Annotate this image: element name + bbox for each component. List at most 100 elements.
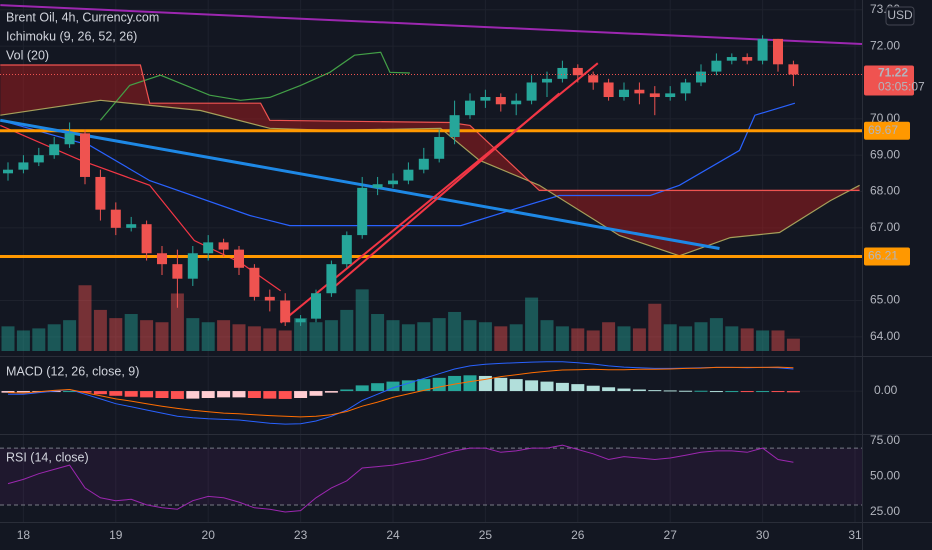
candle-body (172, 264, 183, 279)
macd-histogram-bar (602, 387, 616, 392)
volume-bar (525, 297, 539, 351)
volume-bar (124, 314, 138, 351)
volume-bar (463, 320, 477, 351)
macd-histogram-bar (417, 379, 431, 392)
macd-histogram-bar (186, 391, 200, 399)
macd-histogram-bar (63, 391, 77, 393)
macd-histogram-bar (617, 388, 631, 392)
candle-body (218, 242, 229, 250)
candle-body (33, 155, 44, 163)
volume-bar (494, 326, 508, 351)
indicator-label: Ichimoku (9, 26, 52, 26) (6, 29, 137, 43)
volume-bar (371, 314, 385, 351)
macd-histogram-bar (201, 391, 215, 398)
volume-bar (509, 324, 523, 351)
y-tick-label: 75.00 (870, 433, 900, 447)
macd-histogram-bar (494, 377, 508, 392)
candle-body (649, 93, 660, 98)
volume-bar (186, 318, 200, 351)
candle-body (311, 293, 321, 319)
y-tick-label: 64.00 (870, 329, 900, 343)
macd-histogram-bar (278, 391, 292, 399)
candle-body (634, 89, 645, 94)
macd-histogram-bar (355, 385, 369, 392)
level-label-box (864, 247, 910, 266)
volume-bar (540, 320, 554, 351)
candle-body (434, 136, 445, 159)
volume-bar (740, 328, 754, 351)
x-tick-label: 25 (479, 528, 493, 542)
macd-histogram-bar (771, 391, 785, 393)
macd-histogram-bar (324, 391, 338, 393)
x-tick-label: 19 (109, 528, 123, 542)
candle-body (465, 100, 475, 116)
candle-body (64, 133, 75, 145)
x-tick-label: 27 (664, 528, 678, 542)
candle-body (341, 235, 352, 265)
candle-body (280, 300, 291, 323)
volume-bar (786, 338, 800, 351)
candle-body (49, 144, 60, 156)
candle-body (234, 249, 244, 268)
candle-body (696, 71, 706, 83)
candle-body (187, 253, 198, 279)
macd-histogram-bar (340, 389, 354, 392)
candle-body (95, 176, 106, 210)
candle-body (157, 253, 167, 265)
candle-body (603, 82, 614, 98)
volume-bar (448, 311, 462, 351)
volume-bar (432, 318, 446, 351)
volume-bar (586, 330, 600, 351)
y-tick-label: 65.00 (870, 293, 900, 307)
volume-bar (78, 285, 92, 351)
x-tick-label: 30 (756, 528, 770, 542)
volume-bar (555, 326, 569, 351)
candle-body (80, 133, 90, 177)
candle-body (326, 264, 337, 294)
macd-histogram-bar (16, 391, 30, 393)
currency-box (885, 6, 915, 26)
y-tick-label: 67.00 (870, 220, 900, 234)
x-tick-label: 20 (202, 528, 216, 542)
y-tick-label: 69.00 (870, 147, 900, 161)
macd-histogram-bar (694, 390, 708, 392)
candle-body (449, 115, 460, 137)
macd-histogram-bar (247, 391, 261, 398)
macd-histogram-bar (525, 380, 539, 392)
volume-bar (1, 326, 15, 351)
candle-body (495, 97, 506, 105)
candle-body (372, 184, 383, 188)
macd-histogram-bar (294, 391, 308, 398)
candle-body (388, 180, 398, 185)
candle-body (726, 57, 737, 61)
macd-histogram-bar (679, 390, 693, 392)
macd-histogram-bar (371, 383, 385, 392)
volume-bar (93, 309, 107, 351)
candle-body (249, 267, 260, 297)
volume-bar (170, 293, 184, 351)
candle-body (110, 209, 121, 228)
volume-bar (401, 324, 415, 351)
candle-body (680, 82, 691, 94)
rsi-label: RSI (14, close) (6, 450, 89, 464)
x-tick-label: 26 (571, 528, 585, 542)
trendline (0, 118, 720, 250)
volume-bar (355, 289, 369, 351)
macd-histogram-bar (555, 382, 569, 392)
rsi-pane (0, 444, 862, 513)
macd-histogram-bar (632, 389, 646, 392)
last-price-box (864, 65, 914, 96)
x-tick-label: 24 (386, 528, 400, 542)
volume-bar (217, 320, 231, 351)
volume-bar (16, 330, 30, 351)
macd-histogram-bar (155, 391, 169, 398)
candle-body (742, 57, 753, 61)
signal-line (7, 366, 794, 418)
macd-histogram-bar (756, 391, 770, 393)
axes: 73.0072.0070.0069.0068.0067.0065.0064.00… (17, 2, 925, 542)
macd-histogram-bar (786, 391, 800, 393)
y-tick-label: 70.00 (870, 111, 900, 125)
ichimoku-line (99, 51, 410, 121)
volume-bar (155, 322, 169, 351)
volume-bar (417, 322, 431, 351)
